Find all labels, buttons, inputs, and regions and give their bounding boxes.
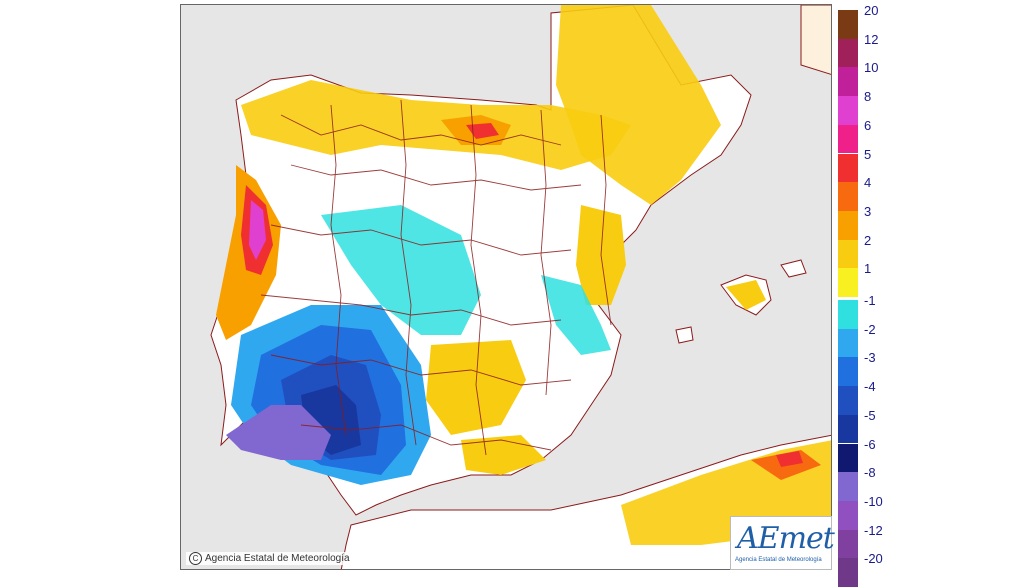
africa-red-spot [776,451,803,467]
legend-label-neg-0: -1 [864,293,876,308]
balearic-warm [726,280,766,310]
legend-swatch-neg-0 [838,300,858,329]
legend-label-pos-4: 6 [864,117,872,133]
legend-swatch-neg-5 [838,443,858,473]
legend-label-neg-8: -12 [864,522,883,538]
logo-wordmark: AEmet [737,521,835,556]
legend-label-pos-6: 4 [864,175,872,191]
aemet-logo: AEmet Agencia Estatal de Meteorología [730,516,835,570]
legend-swatch-pos-2 [838,67,858,97]
legend-label-pos-8: 2 [864,232,872,248]
logo-subtitle: Agencia Estatal de Meteorología [735,557,822,563]
west-coast-extreme [249,200,266,260]
legend-swatch-neg-6 [838,472,858,501]
legend-swatch-pos-9 [838,268,858,297]
legend-label-pos-7: 3 [864,203,872,219]
northeast-warm-area [556,5,721,205]
legend-swatch-neg-3 [838,386,858,415]
legend-label-pos-9: 1 [864,261,872,277]
legend-label-neg-5: -6 [864,436,876,452]
legend-swatch-neg-4 [838,414,858,444]
copyright-notice: C Agencia Estatal de Meteorología [186,552,353,565]
legend-swatch-pos-1 [838,38,858,68]
legend-swatch-neg-7 [838,500,858,530]
temperature-anomaly-map [210,5,831,569]
legend-label-neg-1: -2 [864,321,876,337]
map-frame [180,4,832,570]
color-legend: 20 12 10 8 6 5 4 3 2 1 -1 -2 -3 -4 -5 -6 -8 -10 -12 -20 [838,3,884,587]
ibiza-island [675,326,694,344]
legend-swatch-neg-2 [838,357,858,387]
legend-swatch-pos-4 [838,124,858,154]
legend-label-neg-6: -8 [864,465,876,481]
legend-swatch-pos-3 [838,96,858,125]
legend-label-pos-1: 12 [864,31,879,47]
legend-label-pos-5: 5 [864,146,872,162]
legend-label-neg-3: -4 [864,379,876,395]
north-warm-band [241,80,631,170]
copyright-icon: C [189,552,202,565]
legend-label-neg-2: -3 [864,350,876,366]
legend-swatch-pos-5 [838,153,858,183]
ebro-red-spot [466,123,499,139]
legend-swatch-neg-9 [838,558,858,587]
legend-label-pos-3: 8 [864,89,872,105]
legend-swatch-neg-1 [838,328,858,358]
france-corner [800,5,831,75]
central-cyan-patches [321,205,481,335]
legend-swatch-pos-7 [838,210,858,240]
province-borders [260,99,612,456]
legend-swatch-pos-0 [838,10,858,39]
copyright-text: Agencia Estatal de Meteorología [205,553,350,564]
legend-label-pos-2: 10 [864,60,879,76]
menorca-island [780,259,807,278]
legend-swatch-neg-8 [838,529,858,559]
legend-swatch-pos-8 [838,239,858,269]
legend-label-neg-7: -10 [864,493,883,509]
east-cyan-patch [541,275,611,355]
guadalquivir-purple [226,405,331,460]
legend-label-neg-9: -20 [864,551,883,567]
legend-label-pos-0: 20 [864,3,879,18]
legend-swatch-pos-6 [838,182,858,211]
legend-label-neg-4: -5 [864,407,876,423]
